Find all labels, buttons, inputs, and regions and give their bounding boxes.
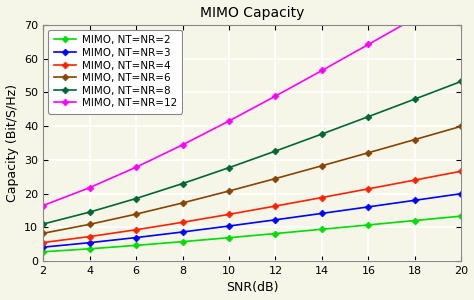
MIMO, NT=NR=6 bbox=[273, 177, 278, 180]
MIMO, NT=NR=12 bbox=[412, 16, 418, 20]
MIMO, NT=NR=6 bbox=[365, 151, 371, 154]
MIMO, NT=NR=8 bbox=[458, 80, 464, 83]
MIMO, NT=NR=4 bbox=[458, 169, 464, 173]
MIMO, NT=NR=4 bbox=[40, 241, 46, 244]
MIMO, NT=NR=3 bbox=[319, 212, 325, 215]
Legend: MIMO, NT=NR=2, MIMO, NT=NR=3, MIMO, NT=NR=4, MIMO, NT=NR=6, MIMO, NT=NR=8, MIMO,: MIMO, NT=NR=2, MIMO, NT=NR=3, MIMO, NT=N… bbox=[48, 30, 182, 113]
MIMO, NT=NR=6 bbox=[319, 164, 325, 168]
MIMO, NT=NR=3 bbox=[226, 224, 232, 228]
Title: MIMO Capacity: MIMO Capacity bbox=[200, 6, 304, 20]
MIMO, NT=NR=6 bbox=[412, 138, 418, 141]
MIMO, NT=NR=3 bbox=[87, 241, 92, 244]
MIMO, NT=NR=6 bbox=[133, 212, 139, 216]
MIMO, NT=NR=4 bbox=[180, 220, 185, 224]
MIMO, NT=NR=6 bbox=[226, 189, 232, 193]
MIMO, NT=NR=6 bbox=[87, 223, 92, 226]
MIMO, NT=NR=8 bbox=[226, 166, 232, 169]
MIMO, NT=NR=12 bbox=[87, 186, 92, 190]
MIMO, NT=NR=2 bbox=[412, 219, 418, 222]
Line: MIMO, NT=NR=4: MIMO, NT=NR=4 bbox=[41, 169, 464, 245]
MIMO, NT=NR=8 bbox=[365, 115, 371, 119]
Line: MIMO, NT=NR=3: MIMO, NT=NR=3 bbox=[41, 191, 464, 250]
MIMO, NT=NR=8 bbox=[273, 149, 278, 153]
MIMO, NT=NR=8 bbox=[319, 132, 325, 136]
MIMO, NT=NR=2 bbox=[365, 223, 371, 227]
MIMO, NT=NR=3 bbox=[40, 245, 46, 249]
MIMO, NT=NR=6 bbox=[180, 201, 185, 205]
MIMO, NT=NR=6 bbox=[40, 232, 46, 235]
Line: MIMO, NT=NR=6: MIMO, NT=NR=6 bbox=[41, 124, 464, 236]
X-axis label: SNR(dB): SNR(dB) bbox=[226, 281, 279, 294]
Line: MIMO, NT=NR=8: MIMO, NT=NR=8 bbox=[41, 79, 464, 226]
MIMO, NT=NR=2 bbox=[226, 236, 232, 239]
MIMO, NT=NR=4 bbox=[87, 235, 92, 238]
MIMO, NT=NR=6 bbox=[458, 124, 464, 128]
MIMO, NT=NR=3 bbox=[133, 236, 139, 239]
MIMO, NT=NR=2 bbox=[133, 244, 139, 247]
MIMO, NT=NR=4 bbox=[226, 212, 232, 216]
MIMO, NT=NR=12 bbox=[226, 119, 232, 123]
MIMO, NT=NR=8 bbox=[40, 222, 46, 226]
MIMO, NT=NR=8 bbox=[412, 97, 418, 101]
MIMO, NT=NR=12 bbox=[180, 143, 185, 147]
MIMO, NT=NR=2 bbox=[40, 250, 46, 253]
MIMO, NT=NR=8 bbox=[87, 210, 92, 214]
Line: MIMO, NT=NR=2: MIMO, NT=NR=2 bbox=[41, 214, 464, 254]
MIMO, NT=NR=12 bbox=[319, 69, 325, 72]
MIMO, NT=NR=4 bbox=[412, 178, 418, 182]
MIMO, NT=NR=12 bbox=[365, 43, 371, 46]
MIMO, NT=NR=3 bbox=[273, 218, 278, 222]
MIMO, NT=NR=2 bbox=[273, 232, 278, 235]
MIMO, NT=NR=3 bbox=[458, 192, 464, 195]
MIMO, NT=NR=8 bbox=[133, 197, 139, 200]
MIMO, NT=NR=4 bbox=[273, 204, 278, 208]
MIMO, NT=NR=12 bbox=[40, 204, 46, 207]
MIMO, NT=NR=2 bbox=[319, 227, 325, 231]
MIMO, NT=NR=2 bbox=[87, 247, 92, 250]
Line: MIMO, NT=NR=12: MIMO, NT=NR=12 bbox=[41, 0, 464, 208]
MIMO, NT=NR=12 bbox=[273, 94, 278, 98]
Y-axis label: Capacity (Bit/S/Hz): Capacity (Bit/S/Hz) bbox=[6, 84, 18, 202]
MIMO, NT=NR=12 bbox=[133, 166, 139, 169]
MIMO, NT=NR=3 bbox=[412, 199, 418, 202]
MIMO, NT=NR=4 bbox=[365, 187, 371, 190]
MIMO, NT=NR=4 bbox=[319, 196, 325, 199]
MIMO, NT=NR=2 bbox=[458, 214, 464, 218]
MIMO, NT=NR=2 bbox=[180, 240, 185, 244]
MIMO, NT=NR=3 bbox=[365, 205, 371, 209]
MIMO, NT=NR=3 bbox=[180, 230, 185, 234]
MIMO, NT=NR=8 bbox=[180, 182, 185, 185]
MIMO, NT=NR=4 bbox=[133, 228, 139, 232]
